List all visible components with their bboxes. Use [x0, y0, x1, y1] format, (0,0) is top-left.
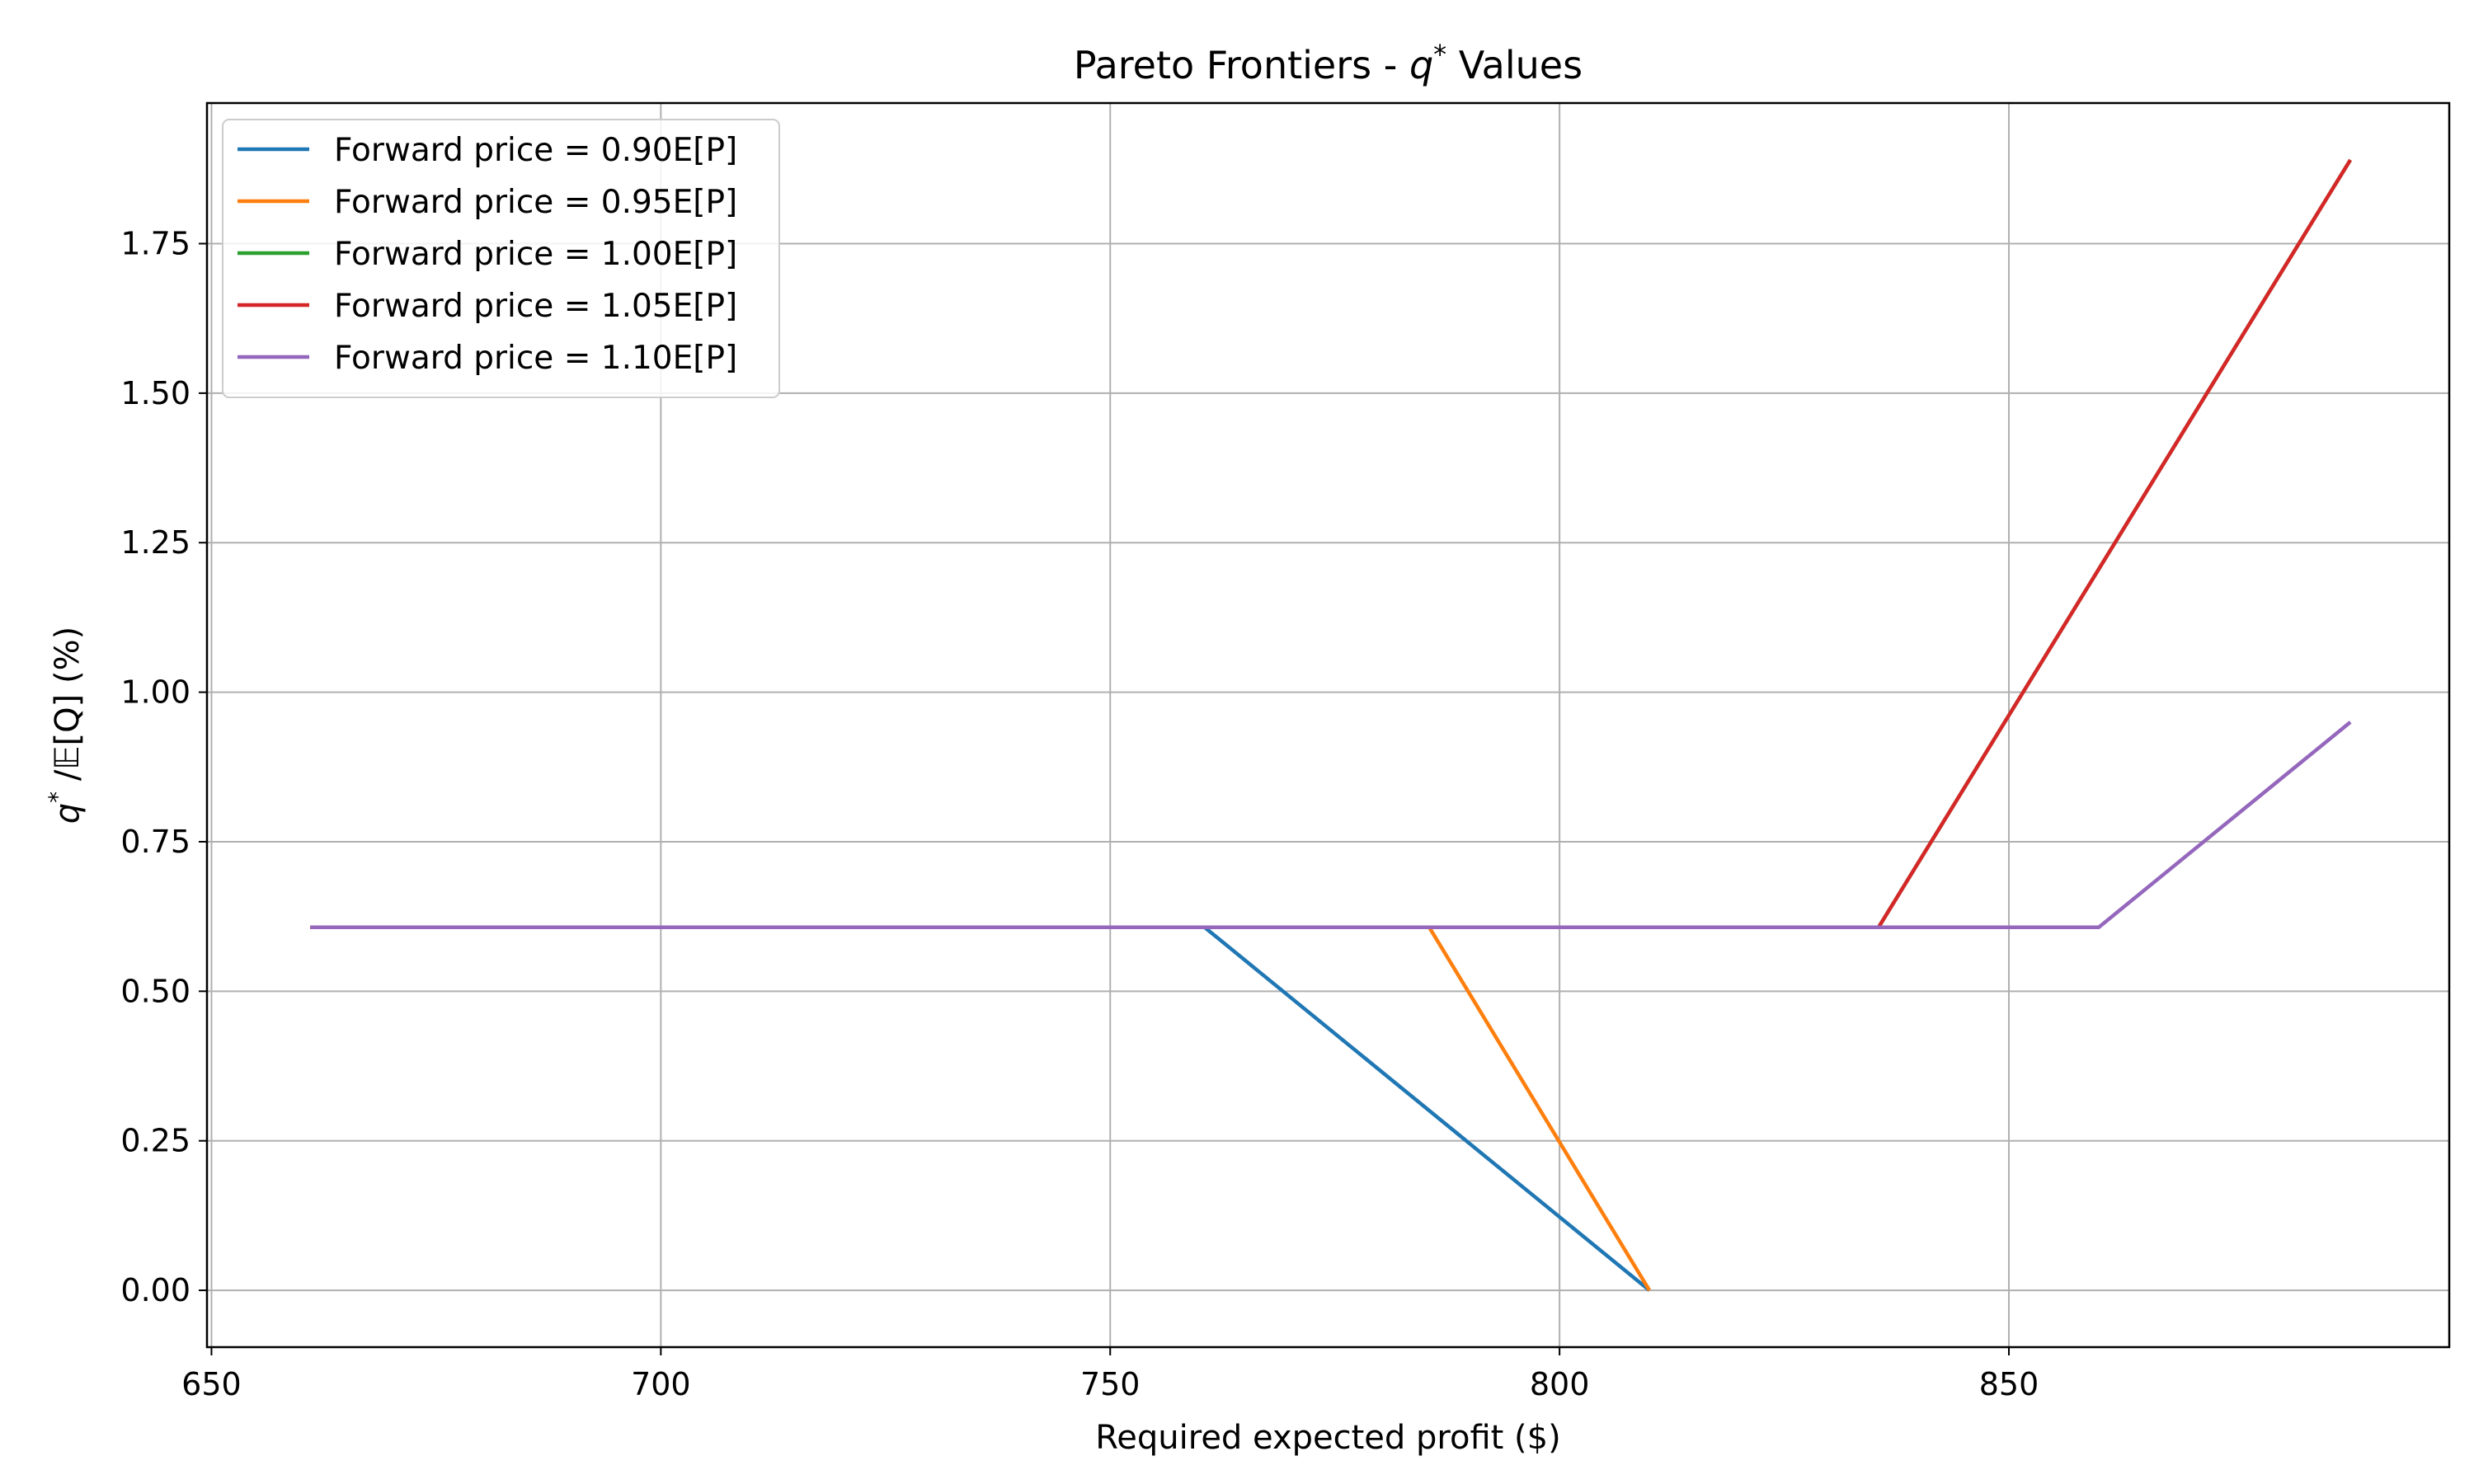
legend-box: [222, 119, 780, 398]
legend-label: Forward price = 1.00E[P]: [334, 236, 737, 273]
y-tick-label: 0.50: [120, 973, 190, 1009]
plot-frame: [205, 101, 2451, 1349]
y-axis-label: q* /𝔼[Q] (%): [44, 627, 87, 824]
x-tick-label: 700: [631, 1366, 691, 1402]
x-axis-label: Required expected profit ($): [1095, 1419, 1560, 1457]
y-axis-label-suffix: /𝔼[Q] (%): [49, 627, 87, 791]
y-tick-label: 1.75: [120, 225, 190, 261]
y-tick-label: 0.00: [120, 1272, 190, 1308]
series-layer: [310, 158, 2353, 1292]
y-axis-label-superscript: *: [44, 791, 71, 803]
chart-title-prefix: Pareto Frontiers -: [1074, 43, 1409, 87]
legend-label: Forward price = 1.10E[P]: [334, 340, 737, 377]
x-tick-label: 800: [1530, 1366, 1590, 1402]
x-tick-label: 850: [1979, 1366, 2039, 1402]
grid-layer: [207, 103, 2449, 1347]
legend: Forward price = 0.90E[P] Forward price = …: [222, 119, 780, 398]
y-tick-label: 1.25: [120, 524, 190, 561]
legend-label: Forward price = 0.95E[P]: [334, 184, 737, 221]
x-tick-label: 750: [1080, 1366, 1141, 1402]
x-axis-ticks: 650 700 750 800 850: [181, 1347, 2039, 1402]
y-axis-ticks: 0.00 0.25 0.50 0.75 1.00 1.25 1.50 1.75: [120, 225, 207, 1308]
chart-title-symbol: q: [1409, 43, 1433, 87]
y-tick-label: 1.00: [120, 674, 190, 711]
y-axis-label-symbol: q: [49, 803, 87, 824]
legend-label: Forward price = 1.05E[P]: [334, 288, 737, 325]
chart-title-superscript: *: [1433, 39, 1446, 70]
x-tick-label: 650: [181, 1366, 242, 1402]
y-tick-label: 1.50: [120, 375, 190, 411]
legend-label: Forward price = 0.90E[P]: [334, 132, 737, 169]
y-tick-label: 0.75: [120, 824, 190, 860]
series-line: [310, 721, 2352, 929]
chart-title-suffix: Values: [1446, 43, 1583, 87]
y-tick-label: 0.25: [120, 1123, 190, 1159]
chart-title: Pareto Frontiers - q* Values: [1074, 39, 1583, 87]
